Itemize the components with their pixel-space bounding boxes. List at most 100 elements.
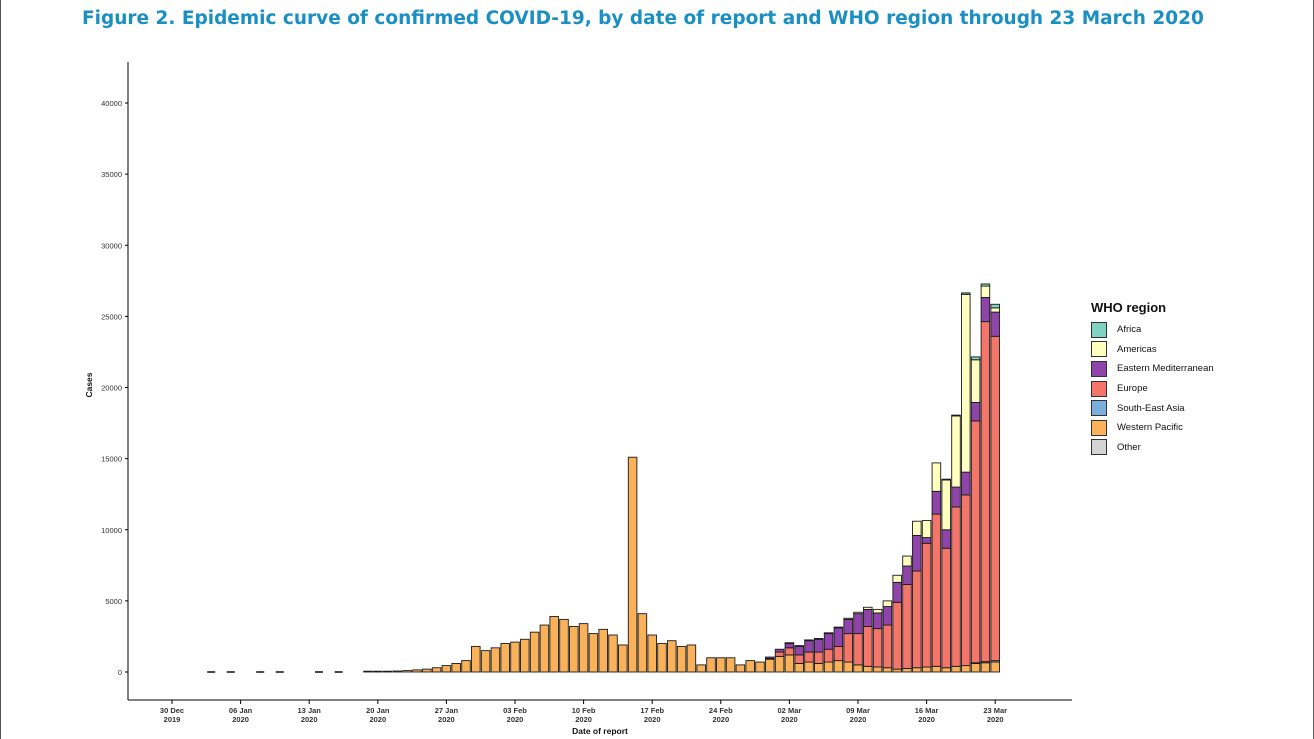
legend-item: Western Pacific [1091,418,1214,438]
bar-segment [980,321,991,663]
bar-segment [970,401,981,422]
bar-segment [872,628,883,668]
bar-segment [863,665,873,673]
bar-segment [931,665,942,673]
bar-segment [980,662,991,673]
bar-segment [970,663,981,673]
bar-segment [725,657,736,673]
bar-segment [608,634,618,673]
bar-segment [902,584,912,669]
x-tick-label-year: 2020 [644,715,661,724]
bar-segment [951,415,961,488]
bar-segment [373,670,383,673]
bar-segment [853,633,863,666]
x-tick-label: 16 Mar [915,706,939,715]
bar-segment [804,640,814,653]
legend-swatch [1091,341,1107,358]
bar-segment [510,641,520,673]
bar-segment [853,664,863,673]
bar-segment [823,661,834,673]
bar-segment [784,647,795,656]
bar-segment [951,506,961,667]
bar-segment [912,520,922,536]
bar-segment [676,645,687,673]
bar-segment [804,651,814,663]
bar-segment [990,307,1000,313]
x-tick-label-year: 2020 [850,715,867,724]
bar-segment [961,665,971,673]
x-tick-label: 10 Feb [572,706,596,715]
legend-title: WHO region [1091,300,1167,315]
x-tick-label: 27 Jan [435,706,459,715]
bar-segment [931,513,942,667]
bar-segment [892,601,902,670]
bar-segment [735,664,746,673]
bar-segment [990,311,1000,337]
legend-label: Europe [1117,383,1148,395]
bar-segment [941,547,951,669]
bar-segment [774,655,785,673]
bars-group [207,283,1000,673]
bar-segment [863,606,873,610]
bar-segment [921,666,932,673]
legend-swatch [1091,380,1107,397]
bar-segment [471,645,481,673]
y-tick-label: 0 [118,668,122,677]
bar-segment [843,618,853,635]
bar-segment [500,643,510,673]
bar-segment [784,642,795,645]
bar-segment [598,628,608,673]
legend-swatch [1091,400,1107,417]
bar-segment [804,639,814,642]
legend-label: South-East Asia [1117,402,1185,414]
bar-segment [823,648,834,663]
bar-segment [402,670,412,673]
legend-item: Eastern Mediterranean [1091,359,1214,379]
bar-segment [667,640,677,673]
bar-segment [941,479,951,531]
bar-segment [549,616,559,673]
bar-segment [794,645,804,656]
bar-segment [882,667,893,673]
bar-segment [882,606,893,626]
y-tick-label: 30000 [101,241,122,250]
legend-item: Other [1091,438,1214,458]
y-tick-label: 35000 [101,170,122,179]
legend-item: Europe [1091,379,1214,399]
bar-segment [921,537,932,544]
x-tick-label: 06 Jan [229,706,253,715]
y-tick-label: 15000 [101,455,122,464]
bar-segment [843,633,853,663]
x-tick-label: 17 Feb [640,706,664,715]
bar-segment [490,647,501,673]
bar-segment [863,626,873,667]
bar-segment [578,623,589,673]
figure-title: Figure 2. Epidemic curve of confirmed CO… [82,8,1204,29]
bar-segment [921,542,932,668]
bar-segment [422,668,432,673]
x-tick-label-year: 2020 [781,715,798,724]
bar-segment [941,529,951,549]
bar-segment [872,608,883,614]
x-tick-label-year: 2020 [918,715,935,724]
bar-segment [921,520,932,539]
bar-segment [431,667,442,673]
bar-segment [804,661,814,673]
bar-segment [902,565,912,585]
bar-segment [774,648,785,653]
bar-segment [961,293,971,473]
bar-segment [990,335,1000,662]
bar-segment [794,663,804,673]
y-tick-label: 5000 [105,597,122,606]
bar-segment [814,638,824,653]
x-tick-label-year: 2020 [232,715,249,724]
bar-segment [902,667,912,673]
bar-segment [392,670,403,673]
bar-segment [961,471,971,496]
bar-segment [814,638,824,640]
bar-segment [902,555,912,567]
bar-segment [980,285,991,298]
bar-segment [912,667,922,673]
bar-segment [882,624,893,669]
